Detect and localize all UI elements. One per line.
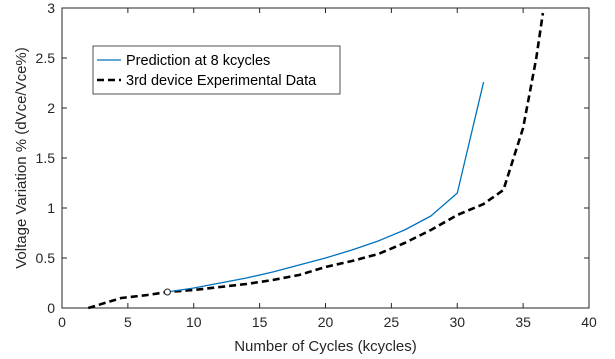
x-ticks: 0 5 10 15 20 25 30 35 40 [58,8,597,330]
prediction-start-marker [163,288,171,296]
series-line-experimental [87,12,545,310]
x-tick-label: 10 [186,314,202,330]
legend-label-experimental: 3rd device Experimental Data [126,73,317,89]
y-tick-label: 2.5 [36,50,56,66]
legend-box [92,45,341,95]
x-tick-label: 40 [581,314,597,330]
x-tick-label: 35 [515,314,531,330]
series-layer [87,12,545,310]
y-tick-label: 1.5 [36,150,56,166]
x-tick-label: 15 [252,314,268,330]
x-tick-label: 30 [449,314,465,330]
marker-layer [163,288,171,296]
legend: Prediction at 8 kcycles 3rd device Exper… [92,45,341,95]
x-axis-label: Number of Cycles (kcycles) [234,338,417,355]
y-tick-label: 1 [47,200,55,216]
x-tick-label: 25 [384,314,400,330]
y-tick-label: 0 [47,300,55,316]
x-tick-label: 0 [58,314,66,330]
y-ticks: 0 0.5 1 1.5 2 2.5 3 [36,0,589,316]
legend-label-prediction: Prediction at 8 kcycles [126,53,270,69]
y-tick-label: 3 [47,0,55,16]
x-tick-label: 20 [318,314,334,330]
y-tick-label: 2 [47,100,55,116]
y-tick-label: 0.5 [36,250,56,266]
x-tick-label: 5 [124,314,132,330]
y-axis-label: Voltage Variation % (dVce/Vce%) [13,47,30,269]
series-line-prediction [167,81,485,293]
